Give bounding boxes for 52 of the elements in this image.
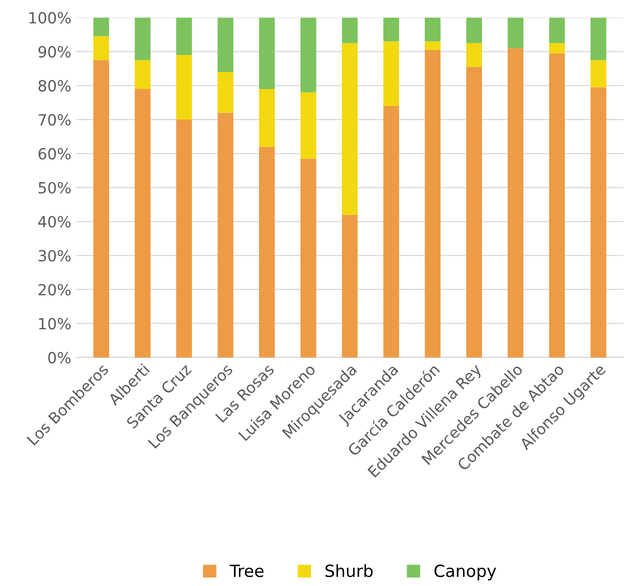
bar [300,92,316,159]
y-tick-label: 40% [38,216,71,228]
bar [466,66,482,358]
bar [134,18,150,60]
bar [300,158,316,358]
bar [176,18,192,55]
bar [259,88,275,147]
bar [466,43,482,67]
bar [508,18,524,48]
bar [218,112,234,358]
bar [383,106,400,358]
y-tick-label: 30% [38,250,71,262]
y-tick-label: 20% [38,284,71,296]
bar [508,48,524,358]
legend-label: Canopy [434,564,496,580]
bar [176,54,192,120]
bar [134,88,150,358]
bar [259,146,275,358]
y-tick-label: 80% [38,80,71,92]
bar [218,18,234,72]
y-tick-label: 90% [38,46,71,58]
bar [549,53,565,358]
bar [466,18,482,44]
y-tick-label: 50% [38,182,71,194]
bar [342,214,358,358]
bar [424,50,441,358]
bar [134,60,150,89]
bar [549,43,565,54]
y-tick-label: 70% [38,114,71,126]
bar [424,18,441,42]
bar [590,18,606,60]
bar [342,43,358,215]
bar [590,60,606,88]
y-tick-label: 0% [48,352,71,364]
legend-label: Shurb [325,564,373,578]
bar [424,41,441,50]
y-tick-label: 60% [38,148,71,160]
bar [383,41,400,106]
y-tick-label: 10% [39,318,71,330]
bar [218,72,234,113]
legend-label: Tree [230,564,264,578]
bar [383,18,400,42]
bar [93,18,110,36]
bar [342,18,358,44]
bar [300,18,316,92]
bar [549,18,565,44]
bar [93,60,110,358]
bar [176,120,192,358]
bar [93,36,110,60]
bar [259,18,275,89]
bar [590,87,606,358]
y-tick-label: 100% [29,12,71,24]
